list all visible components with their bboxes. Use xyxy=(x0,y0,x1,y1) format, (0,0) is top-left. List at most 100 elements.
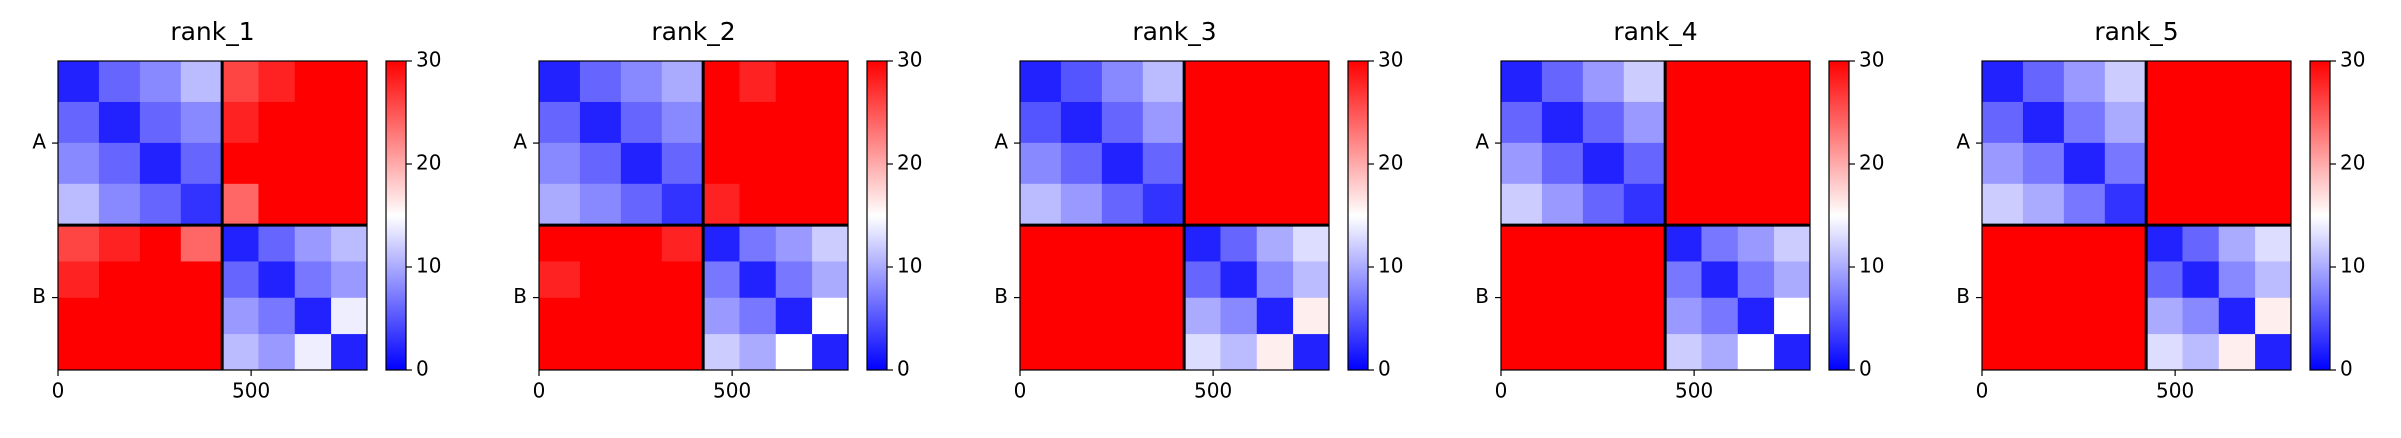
heatmap-cell xyxy=(1293,334,1330,371)
heatmap-cell xyxy=(775,261,813,299)
heatmap-cell xyxy=(2182,142,2220,185)
heatmap-cell xyxy=(2063,297,2106,335)
heatmap-cell xyxy=(294,101,332,144)
heatmap-cell xyxy=(1737,261,1775,299)
heatmap-cell xyxy=(1701,261,1739,299)
heatmap-cell xyxy=(703,261,740,299)
heatmap-cell xyxy=(579,142,622,185)
heatmap-cell xyxy=(1665,183,1702,226)
heatmap-cell xyxy=(1293,101,1330,144)
heatmap-cell xyxy=(620,334,663,371)
heatmap-cell xyxy=(812,261,849,299)
heatmap-cell xyxy=(258,297,296,335)
heatmap-cell xyxy=(620,225,663,262)
heatmap-cell xyxy=(1020,225,1062,262)
heatmap-cell xyxy=(1737,183,1775,226)
heatmap-cell xyxy=(1101,225,1144,262)
heatmap-cell xyxy=(1220,225,1258,262)
heatmap-cell xyxy=(703,297,740,335)
heatmap-cell xyxy=(2182,61,2220,103)
heatmap-cell xyxy=(2022,101,2065,144)
heatmap-cell xyxy=(1665,61,1702,103)
heatmap-cell xyxy=(1582,334,1625,371)
heatmap-cell xyxy=(1184,142,1221,185)
heatmap-cell xyxy=(1060,101,1103,144)
colorbar-tick-label: 20 xyxy=(1378,151,1403,175)
heatmap-cell xyxy=(539,225,581,262)
heatmap-cell xyxy=(2182,101,2220,144)
heatmap-cell xyxy=(1020,61,1062,103)
heatmap-cell xyxy=(58,183,100,226)
heatmap-cell xyxy=(539,61,581,103)
heatmap-cell xyxy=(1665,225,1702,262)
heatmap-cell xyxy=(222,261,259,299)
heatmap-cell xyxy=(2255,183,2292,226)
heatmap-cell xyxy=(180,183,223,226)
heatmap-cell xyxy=(703,142,740,185)
heatmap-cell xyxy=(1501,261,1543,299)
heatmap-cell xyxy=(2182,297,2220,335)
heatmap-cell xyxy=(1701,225,1739,262)
heatmap-cell xyxy=(579,61,622,103)
colorbar-tick-label: 0 xyxy=(1859,357,1872,381)
panel: rank_5 A B 0 500 0 10 20 30 xyxy=(1956,17,2365,403)
heatmap-cell xyxy=(180,101,223,144)
heatmap-cell xyxy=(258,101,296,144)
heatmap-cell xyxy=(1101,261,1144,299)
heatmap-cell xyxy=(1220,142,1258,185)
heatmap-cell xyxy=(703,101,740,144)
heatmap-cell xyxy=(579,297,622,335)
colorbar-tick-label: 10 xyxy=(1859,254,1884,278)
heatmap-cell xyxy=(661,334,704,371)
heatmap-cell xyxy=(2255,261,2292,299)
heatmap-cell xyxy=(1256,101,1294,144)
heatmap-cell xyxy=(1101,334,1144,371)
heatmap-cell xyxy=(620,261,663,299)
heatmap-cell xyxy=(2218,297,2256,335)
heatmap-cell xyxy=(1737,225,1775,262)
heatmap-cell xyxy=(1184,225,1221,262)
heatmap-cell xyxy=(2022,261,2065,299)
heatmap-cell xyxy=(1665,297,1702,335)
heatmap-cell xyxy=(2063,142,2106,185)
heatmap-cell xyxy=(1256,142,1294,185)
heatmap-cell xyxy=(1665,334,1702,371)
heatmap-cell xyxy=(1184,334,1221,371)
heatmap-cell xyxy=(331,183,368,226)
heatmap-cell xyxy=(2022,183,2065,226)
colorbar-tick-label: 0 xyxy=(2340,357,2353,381)
heatmap-cell xyxy=(775,61,813,103)
heatmap-cell xyxy=(2218,183,2256,226)
heatmap-cell xyxy=(1184,297,1221,335)
colorbar-tick-label: 10 xyxy=(1378,254,1403,278)
colorbar-tick-label: 30 xyxy=(1378,48,1403,72)
heatmap-cell xyxy=(775,142,813,185)
heatmap-cell xyxy=(1256,334,1294,371)
heatmap-cell xyxy=(1541,183,1584,226)
y-tick-label: B xyxy=(1475,284,1489,308)
heatmap-cell xyxy=(139,142,182,185)
heatmap-cell xyxy=(579,101,622,144)
heatmap-cell xyxy=(2146,261,2183,299)
heatmap-cell xyxy=(1582,61,1625,103)
heatmap-cell xyxy=(812,183,849,226)
heatmap-cell xyxy=(1623,261,1666,299)
heatmap-cell xyxy=(1020,334,1062,371)
heatmap-cell xyxy=(579,183,622,226)
heatmap-cell xyxy=(2022,334,2065,371)
heatmap-cell xyxy=(739,297,777,335)
heatmap-cell xyxy=(1293,61,1330,103)
panel: rank_2 A B 0 500 0 10 20 30 xyxy=(513,17,922,403)
x-tick-label: 500 xyxy=(1194,379,1232,403)
heatmap-cell xyxy=(1701,183,1739,226)
heatmap-cell xyxy=(1142,101,1185,144)
heatmap-cell xyxy=(1665,261,1702,299)
heatmap-cell xyxy=(1541,261,1584,299)
heatmap-cell xyxy=(331,61,368,103)
heatmap-cell xyxy=(1293,261,1330,299)
heatmap-cell xyxy=(139,183,182,226)
heatmap-cell xyxy=(98,183,141,226)
heatmap-cell xyxy=(775,297,813,335)
heatmap-cell xyxy=(579,334,622,371)
heatmap-cell xyxy=(1501,225,1543,262)
